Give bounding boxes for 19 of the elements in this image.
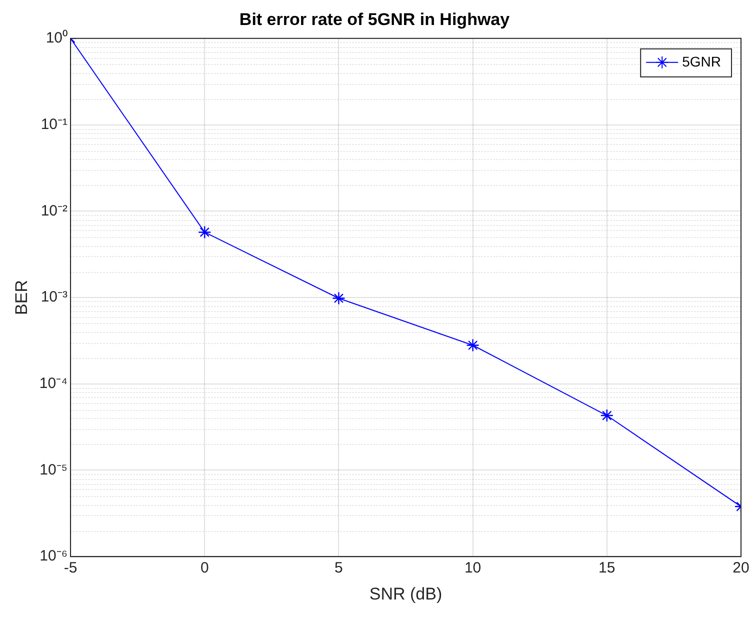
y-tick-label: 10⁻⁵ bbox=[40, 461, 68, 478]
x-tick-label: 0 bbox=[200, 560, 209, 577]
point bbox=[600, 408, 614, 422]
y-tick-label: 10⁻³ bbox=[40, 288, 68, 306]
y-axis-title: BER bbox=[12, 280, 31, 315]
x-tick-label: 10 bbox=[464, 560, 482, 577]
chart-title: Bit error rate of 5GNR in Highway bbox=[239, 10, 510, 29]
legend-label: 5GNR bbox=[682, 53, 722, 70]
y-tick-label: 10⁻⁴ bbox=[39, 375, 68, 392]
x-axis-title: SNR (dB) bbox=[369, 584, 442, 604]
y-tick-label: 10⁻¹ bbox=[40, 116, 68, 133]
x-tick-label: 20 bbox=[732, 560, 750, 577]
x-tick-label: 5 bbox=[334, 560, 343, 577]
x-tick-label: 15 bbox=[598, 560, 616, 577]
y-tick-label: 10⁰ bbox=[46, 30, 68, 47]
point bbox=[332, 292, 346, 305]
point bbox=[198, 226, 212, 239]
y-tick-label: 10⁻² bbox=[40, 202, 68, 220]
point bbox=[466, 338, 480, 352]
